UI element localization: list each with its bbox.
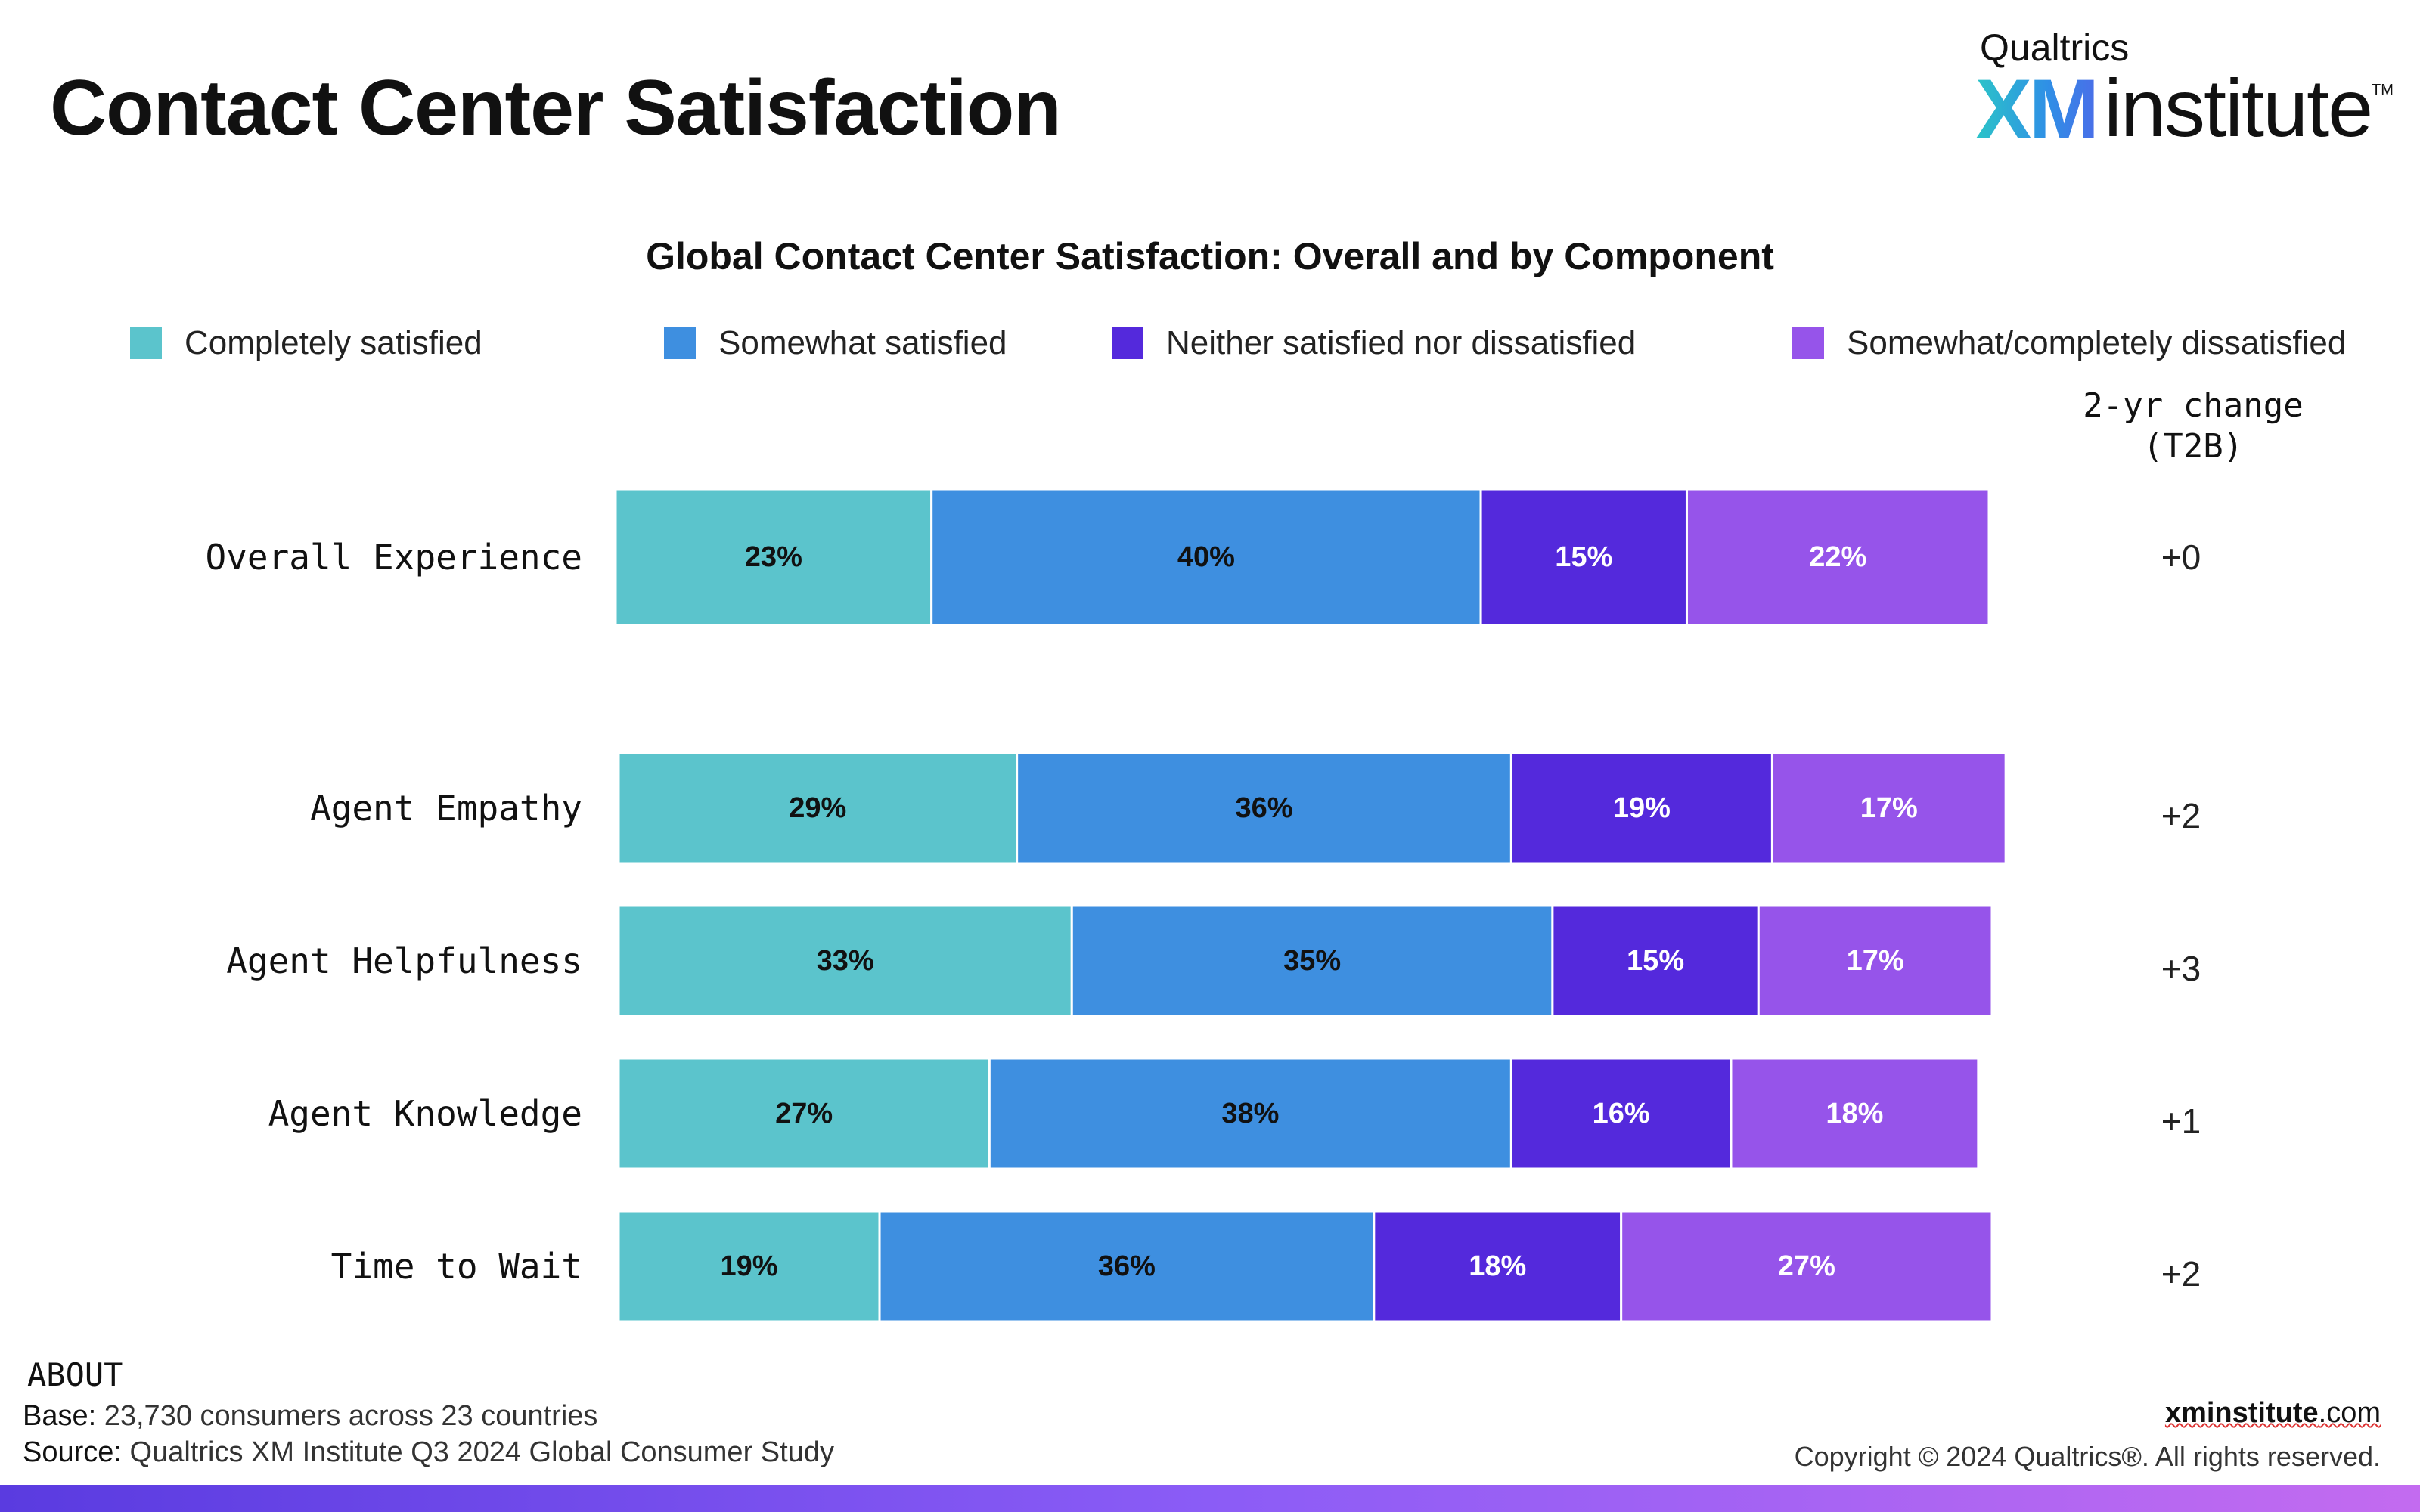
- about-label: ABOUT: [27, 1356, 123, 1393]
- data-label-overall-experience-somewhat-completely-dissatisfied: 22%: [1809, 541, 1866, 573]
- data-label-agent-empathy-somewhat-completely-dissatisfied: 17%: [1860, 792, 1918, 824]
- brand-name-text: institute: [2104, 62, 2373, 153]
- legend-item-dissatisfied: Somewhat/completely dissatisfied: [1792, 321, 2346, 366]
- change-value-time-to-wait: +2: [2161, 1254, 2201, 1294]
- data-label-agent-empathy-neither-satisfied-nor-dissatisfied: 19%: [1613, 792, 1671, 824]
- brand-top-text: Qualtrics: [1980, 26, 2130, 69]
- legend-swatch-dissatisfied: [1792, 327, 1824, 359]
- bar-segment-agent-knowledge-somewhat-satisfied: [988, 1057, 1512, 1170]
- base-value: 23,730 consumers across 23 countries: [96, 1400, 598, 1432]
- bar-segment-agent-helpfulness-somewhat-completely-dissatisfied: [1757, 904, 1993, 1018]
- data-label-agent-helpfulness-neither-satisfied-nor-dissatisfied: 15%: [1627, 945, 1684, 977]
- site-url[interactable]: xminstitute.com: [2165, 1397, 2381, 1430]
- bar-segment-time-to-wait-neither-satisfied-nor-dissatisfied: [1373, 1210, 1623, 1323]
- legend-item-neutral: Neither satisfied nor dissatisfied: [1112, 321, 1636, 366]
- brand-logo: Qualtrics XM institute TM: [1975, 26, 2399, 156]
- source-key: Source:: [23, 1436, 122, 1468]
- legend-label-dissatisfied: Somewhat/completely dissatisfied: [1847, 324, 2347, 361]
- base-key: Base:: [23, 1400, 97, 1432]
- change-value-agent-knowledge: +1: [2161, 1101, 2201, 1141]
- data-label-time-to-wait-completely-satisfied: 19%: [720, 1250, 777, 1282]
- data-label-agent-helpfulness-somewhat-completely-dissatisfied: 17%: [1847, 945, 1904, 977]
- legend-swatch-somewhat-satisfied: [664, 327, 696, 359]
- bottom-gradient-bar: [0, 1485, 2420, 1512]
- data-label-agent-knowledge-somewhat-completely-dissatisfied: 18%: [1826, 1098, 1883, 1129]
- change-column-header: 2-yr change (T2B): [2083, 386, 2304, 466]
- bar-segment-agent-empathy-somewhat-satisfied: [1016, 751, 1512, 865]
- change-value-overall-experience: +0: [2161, 538, 2201, 577]
- base-note: Base: 23,730 consumers across 23 countri…: [23, 1400, 597, 1433]
- brand-trademark: TM: [2372, 82, 2394, 98]
- site-url-name: xminstitute: [2164, 1397, 2319, 1429]
- bar-segment-overall-experience-somewhat-satisfied: [930, 488, 1482, 627]
- data-label-overall-experience-somewhat-satisfied: 40%: [1177, 541, 1235, 573]
- data-label-agent-empathy-completely-satisfied: 29%: [789, 792, 846, 824]
- chart-title: Global Contact Center Satisfaction: Over…: [646, 235, 1774, 277]
- legend-swatch-neutral: [1112, 327, 1143, 359]
- bar-segment-agent-empathy-somewhat-completely-dissatisfied: [1770, 751, 2007, 865]
- data-label-agent-helpfulness-completely-satisfied: 33%: [817, 945, 874, 977]
- bar-segment-time-to-wait-somewhat-satisfied: [878, 1210, 1376, 1323]
- bar-segment-agent-empathy-completely-satisfied: [617, 751, 1019, 865]
- bar-segment-agent-knowledge-somewhat-completely-dissatisfied: [1730, 1057, 1980, 1170]
- legend-label-completely-satisfied: Completely satisfied: [185, 324, 482, 361]
- data-label-agent-empathy-somewhat-satisfied: 36%: [1235, 792, 1292, 824]
- bar-segment-agent-helpfulness-completely-satisfied: [617, 904, 1073, 1018]
- site-url-tld: .com: [2318, 1397, 2381, 1429]
- data-label-time-to-wait-neither-satisfied-nor-dissatisfied: 18%: [1469, 1250, 1526, 1282]
- source-value: Qualtrics XM Institute Q3 2024 Global Co…: [121, 1436, 834, 1468]
- data-label-agent-helpfulness-somewhat-satisfied: 35%: [1283, 945, 1341, 977]
- data-label-agent-knowledge-neither-satisfied-nor-dissatisfied: 16%: [1593, 1098, 1650, 1129]
- category-label-agent-helpfulness: Agent Helpfulness: [226, 940, 582, 981]
- change-value-agent-helpfulness: +3: [2161, 949, 2201, 988]
- legend-item-somewhat-satisfied: Somewhat satisfied: [664, 321, 1007, 366]
- legend-label-neutral: Neither satisfied nor dissatisfied: [1166, 324, 1637, 361]
- data-label-overall-experience-completely-satisfied: 23%: [745, 541, 802, 573]
- bar-segment-agent-empathy-neither-satisfied-nor-dissatisfied: [1509, 751, 1773, 865]
- copyright-note: Copyright © 2024 Qualtrics®. All rights …: [1794, 1441, 2381, 1472]
- category-label-time-to-wait: Time to Wait: [331, 1246, 582, 1287]
- data-label-time-to-wait-somewhat-completely-dissatisfied: 27%: [1778, 1250, 1835, 1282]
- category-label-overall-experience: Overall Experience: [206, 537, 583, 578]
- bar-segment-agent-knowledge-completely-satisfied: [617, 1057, 991, 1170]
- legend-item-completely-satisfied: Completely satisfied: [130, 321, 482, 366]
- page-title: Contact Center Satisfaction: [50, 64, 1062, 152]
- bar-segment-time-to-wait-somewhat-completely-dissatisfied: [1620, 1210, 1993, 1323]
- category-label-agent-empathy: Agent Empathy: [310, 788, 582, 829]
- change-value-agent-empathy: +2: [2161, 796, 2201, 835]
- data-label-overall-experience-neither-satisfied-nor-dissatisfied: 15%: [1555, 541, 1612, 573]
- source-note: Source: Qualtrics XM Institute Q3 2024 G…: [23, 1436, 834, 1469]
- data-label-agent-knowledge-completely-satisfied: 27%: [775, 1098, 833, 1129]
- data-label-agent-knowledge-somewhat-satisfied: 38%: [1221, 1098, 1279, 1129]
- bar-segment-overall-experience-completely-satisfied: [614, 488, 933, 627]
- legend-label-somewhat-satisfied: Somewhat satisfied: [718, 324, 1007, 361]
- bar-segment-overall-experience-somewhat-completely-dissatisfied: [1685, 488, 1990, 627]
- bar-segment-overall-experience-neither-satisfied-nor-dissatisfied: [1479, 488, 1688, 627]
- category-label-agent-knowledge: Agent Knowledge: [268, 1093, 582, 1134]
- data-label-time-to-wait-somewhat-satisfied: 36%: [1098, 1250, 1156, 1282]
- legend-swatch-completely-satisfied: [130, 327, 162, 359]
- bar-segment-agent-helpfulness-somewhat-satisfied: [1070, 904, 1554, 1018]
- brand-xm-text: XM: [1975, 62, 2099, 156]
